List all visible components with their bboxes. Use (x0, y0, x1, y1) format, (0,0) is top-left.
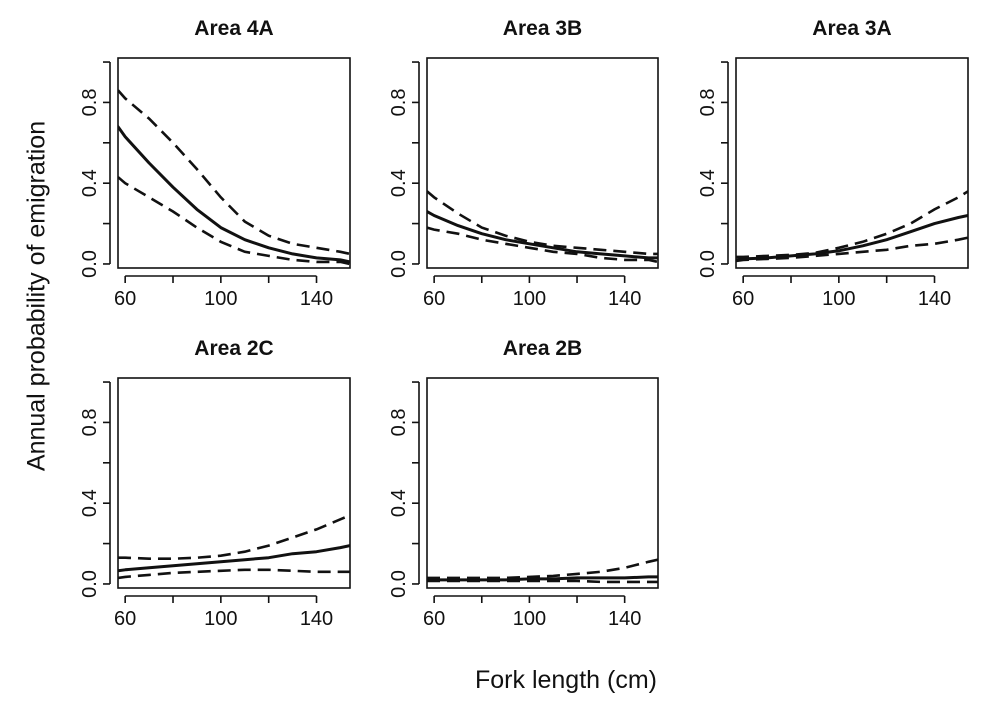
confidence-bound-line (118, 568, 350, 580)
panel-title: Area 3B (503, 17, 582, 40)
confidence-bound-line (118, 514, 350, 561)
y-tick-label: 0.4 (79, 489, 101, 517)
panel-area-3b: Area 3B 0.0 0.4 0.8 60 100 140 (388, 17, 659, 310)
panel-title: Area 3A (812, 17, 891, 40)
panel-title: Area 4A (194, 17, 273, 40)
panel-area-2c: Area 2C 0.0 0.4 0.8 60 100 140 (79, 337, 351, 630)
x-tick-label: 100 (204, 288, 237, 310)
y-axis-title: Annual probability of emigration (23, 121, 51, 471)
x-tick-label: 140 (608, 288, 641, 310)
y-tick-label: 0.8 (388, 409, 410, 437)
y-tick-label: 0.0 (388, 250, 410, 278)
estimate-line (427, 210, 658, 260)
y-tick-label: 0.0 (79, 250, 101, 278)
plot-frame (426, 377, 659, 589)
curves (118, 514, 350, 580)
y-tick-label: 0.8 (79, 409, 101, 437)
curves (118, 89, 350, 266)
y-tick-label: 0.8 (79, 89, 101, 117)
x-tick-label: 60 (423, 288, 445, 310)
y-tick-label: 0.8 (388, 89, 410, 117)
panel-title: Area 2C (194, 337, 273, 360)
x-tick-label: 140 (918, 288, 951, 310)
y-tick-label: 0.4 (697, 169, 719, 197)
panel-area-2b: Area 2B 0.0 0.4 0.8 60 100 140 (388, 337, 659, 630)
x-tick-label: 140 (608, 608, 641, 630)
estimate-line (736, 214, 968, 262)
y-tick-label: 0.0 (388, 570, 410, 598)
estimate-line (118, 125, 350, 264)
x-tick-label: 60 (114, 608, 136, 630)
estimate-line (118, 544, 350, 573)
confidence-bound-line (427, 579, 658, 584)
y-tick-label: 0.4 (388, 489, 410, 517)
panels: Area 4A 0.0 0.4 0.8 60 100 140 Area 3B 0.0 0.4 0.8… (79, 17, 969, 630)
plot-frame (117, 377, 351, 589)
plot-frame (117, 57, 351, 269)
plot-frame (426, 57, 659, 269)
x-tick-label: 100 (513, 288, 546, 310)
panel-title: Area 2B (503, 337, 582, 360)
plot-frame (735, 57, 969, 269)
estimate-line (427, 575, 658, 582)
panel-area-3a: Area 3A 0.0 0.4 0.8 60 100 140 (697, 17, 969, 310)
x-tick-label: 140 (300, 608, 333, 630)
x-tick-label: 100 (513, 608, 546, 630)
y-tick-label: 0.4 (388, 169, 410, 197)
x-tick-label: 60 (423, 608, 445, 630)
confidence-bound-line (427, 558, 658, 580)
confidence-bound-line (118, 176, 350, 266)
y-tick-label: 0.0 (697, 250, 719, 278)
x-tick-label: 60 (114, 288, 136, 310)
confidence-bound-line (736, 190, 968, 259)
confidence-bound-line (427, 190, 658, 256)
curves (736, 190, 968, 263)
confidence-bound-line (427, 226, 658, 264)
x-tick-label: 100 (204, 608, 237, 630)
y-tick-label: 0.8 (697, 89, 719, 117)
confidence-bound-line (118, 89, 350, 256)
curves (427, 558, 658, 584)
confidence-bound-line (736, 236, 968, 263)
x-tick-label: 140 (300, 288, 333, 310)
panel-area-4a: Area 4A 0.0 0.4 0.8 60 100 140 (79, 17, 351, 310)
x-tick-label: 100 (822, 288, 855, 310)
x-axis-title: Fork length (cm) (475, 666, 657, 694)
x-tick-label: 60 (732, 288, 754, 310)
y-tick-label: 0.0 (79, 570, 101, 598)
y-tick-label: 0.4 (79, 169, 101, 197)
curves (427, 190, 658, 264)
